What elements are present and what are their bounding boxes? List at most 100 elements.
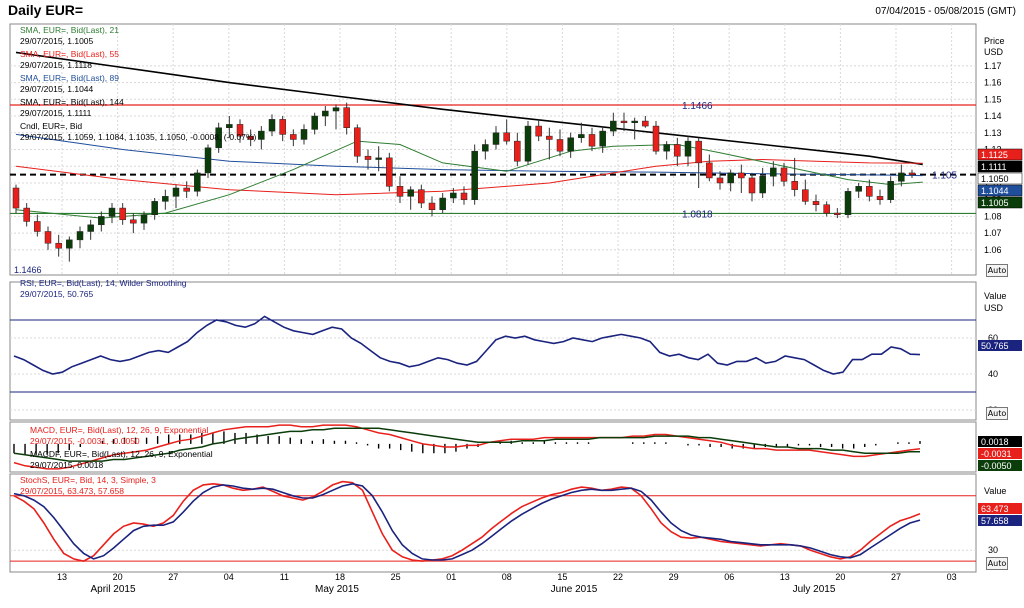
legend-series-name: SMA, EUR=, Bid(Last), 55	[20, 49, 119, 59]
candle	[34, 221, 41, 232]
stoch-value-tag	[978, 503, 1022, 514]
auto-scale-button[interactable]: Auto	[986, 264, 1008, 277]
legend-series-value: 29/07/2015, 1.1111	[20, 108, 92, 118]
candle	[556, 139, 564, 152]
x-tick-label: 29	[669, 572, 679, 582]
stoch-value-tag	[978, 515, 1022, 526]
candle	[471, 150, 478, 200]
candle	[535, 125, 542, 137]
candle	[642, 120, 649, 127]
y-tick-label: 1.14	[984, 111, 1002, 121]
y-axis-unit: USD	[984, 303, 1004, 313]
indicator-value: 29/07/2015, 63.473, 57.658	[20, 486, 124, 496]
candle	[450, 192, 457, 199]
sma-line	[15, 133, 923, 177]
candle	[300, 129, 308, 140]
candle	[332, 107, 340, 112]
candle	[23, 207, 30, 222]
candle	[567, 137, 574, 152]
legend-series-name: SMA, EUR=, Bid(Last), 21	[20, 25, 119, 35]
indicator-value: 29/07/2015, 0.0018	[30, 460, 104, 470]
candle	[887, 181, 894, 200]
macd-value-tag	[978, 436, 1022, 447]
candle	[514, 140, 521, 162]
candle	[908, 172, 916, 175]
y-tick-label: 1.15	[984, 94, 1002, 104]
candle	[876, 196, 884, 200]
y-tick-label: 1.08	[984, 211, 1002, 221]
auto-scale-button[interactable]: Auto	[986, 557, 1008, 570]
x-tick-label: 20	[113, 572, 123, 582]
candle	[226, 124, 233, 128]
stoch-d-line	[13, 482, 921, 561]
candle	[738, 172, 745, 179]
candle	[674, 144, 681, 157]
x-tick-label: 13	[57, 572, 67, 582]
legend-series-value: 29/07/2015, 1.1059, 1.1084, 1.1035, 1.10…	[20, 132, 256, 142]
candle	[727, 172, 734, 184]
indicator-title: MACDF, EUR=, Bid(Last), 12, 26, 9, Expon…	[30, 449, 213, 459]
price-tag-label: 1.1005	[981, 198, 1009, 208]
level-label: 1.1466	[682, 101, 713, 112]
price-tag-label: 1.1050	[981, 174, 1009, 184]
candle	[343, 107, 350, 128]
macd-value-label: -0.0031	[981, 449, 1012, 459]
sma-line	[15, 158, 923, 196]
candle	[66, 239, 73, 249]
candle	[258, 130, 265, 140]
auto-scale-button[interactable]: Auto	[986, 407, 1008, 420]
candle	[439, 197, 446, 210]
x-tick-label: 04	[224, 572, 234, 582]
candle	[546, 135, 553, 140]
candle	[716, 177, 724, 184]
candle	[311, 115, 318, 130]
y-tick-label: 1.06	[984, 245, 1002, 255]
y-axis-label: Value	[984, 291, 1006, 301]
y-tick-label: 1.13	[984, 128, 1002, 138]
macd-signal-line	[13, 427, 920, 462]
candle	[748, 177, 756, 194]
candle	[802, 189, 809, 202]
indicator-title: RSI, EUR=, Bid(Last), 14, Wilder Smoothi…	[20, 278, 187, 288]
candle	[460, 192, 468, 200]
stoch-value-label: 63.473	[981, 504, 1009, 514]
candle	[396, 186, 404, 197]
indicator-title: StochS, EUR=, Bid, 14, 3, Simple, 3	[20, 475, 156, 485]
chart-title: Daily EUR=	[8, 2, 84, 18]
y-axis-unit: USD	[984, 47, 1004, 57]
candle	[354, 127, 361, 157]
x-month-label: May 2015	[315, 584, 359, 595]
candle	[706, 162, 713, 179]
candle	[695, 140, 702, 164]
candle	[194, 172, 201, 192]
y-tick-label: 1.07	[984, 228, 1002, 238]
legend-series-name: SMA, EUR=, Bid(Last), 144	[20, 97, 124, 107]
candle	[44, 231, 52, 244]
x-tick-label: 08	[502, 572, 512, 582]
macd-value-tag	[978, 448, 1022, 459]
candle	[898, 172, 905, 182]
x-tick-label: 18	[335, 572, 345, 582]
price-tag	[977, 148, 1023, 161]
candle	[322, 110, 329, 117]
y-axis-label: Value	[984, 486, 1006, 496]
price-tag	[977, 196, 1023, 209]
candle	[418, 189, 425, 204]
x-tick-label: 06	[724, 572, 734, 582]
y-tick-label: 1.16	[984, 78, 1002, 88]
stoch-value-label: 57.658	[981, 516, 1009, 526]
candle	[55, 242, 62, 249]
candle	[492, 132, 500, 145]
candle	[87, 224, 94, 232]
candle	[279, 119, 286, 135]
x-month-label: April 2015	[90, 584, 135, 595]
candle	[151, 201, 158, 216]
candle	[684, 140, 692, 157]
candle	[844, 191, 852, 216]
candle	[12, 187, 20, 209]
legend-series-value: 29/07/2015, 1.1118	[20, 60, 92, 70]
x-tick-label: 13	[780, 572, 790, 582]
candle	[759, 176, 766, 194]
